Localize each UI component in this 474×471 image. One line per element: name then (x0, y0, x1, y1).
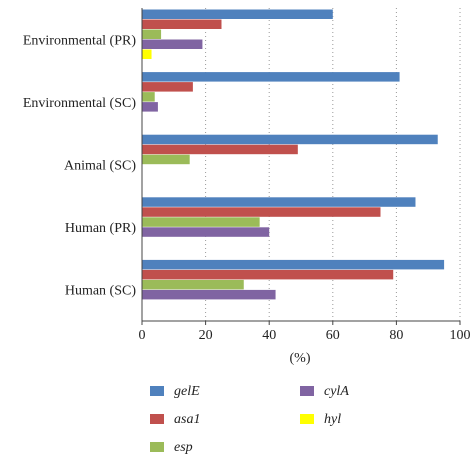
legend-swatch-asa1 (150, 414, 164, 424)
legend-label-asa1: asa1 (174, 412, 200, 427)
bar-asa1-2 (142, 144, 298, 155)
legend-swatch-gelE (150, 386, 164, 396)
bar-cylA-1 (142, 102, 158, 112)
axes (141, 8, 461, 325)
category-label: Animal (SC) (64, 159, 136, 174)
category-labels: Environmental (PR) Environmental (SC) Anim… (23, 33, 136, 298)
x-tick-label: 0 (139, 328, 146, 343)
bar-asa1-3 (142, 207, 381, 217)
legend-swatch-hyl (300, 414, 314, 424)
bars (142, 9, 445, 300)
bar-asa1-1 (142, 82, 193, 92)
bar-esp-4 (142, 279, 244, 290)
bar-gelE-3 (142, 197, 416, 207)
bar-cylA-3 (142, 227, 270, 237)
bar-esp-0 (142, 29, 162, 39)
legend: gelE asa1 esp cylA hyl (150, 384, 349, 455)
bar-asa1-0 (142, 19, 222, 29)
bar-gelE-2 (142, 134, 438, 145)
x-tick-label: 80 (389, 328, 403, 343)
x-tick-labels: 0 20 40 60 80 100 (139, 328, 471, 343)
category-label: Environmental (SC) (23, 96, 136, 111)
x-tick-label: 20 (199, 328, 213, 343)
category-label: Human (PR) (65, 221, 137, 236)
x-tick-label: 40 (262, 328, 276, 343)
bar-gelE-1 (142, 72, 400, 82)
bar-gelE-4 (142, 259, 445, 270)
legend-label-esp: esp (174, 440, 193, 455)
category-label: Human (SC) (65, 284, 137, 299)
legend-label-hyl: hyl (324, 412, 341, 427)
legend-swatch-esp (150, 442, 164, 452)
bar-hyl-0 (142, 49, 152, 59)
bar-esp-3 (142, 217, 260, 227)
legend-swatch-cylA (300, 386, 314, 396)
x-axis-title: (%) (290, 351, 311, 366)
bar-esp-2 (142, 154, 190, 165)
bar-asa1-4 (142, 269, 394, 280)
category-label: Environmental (PR) (23, 33, 136, 48)
legend-label-cylA: cylA (324, 384, 349, 399)
bar-cylA-0 (142, 39, 203, 49)
bar-esp-1 (142, 92, 155, 102)
x-tick-label: 100 (450, 328, 471, 343)
x-tick-label: 60 (326, 328, 340, 343)
legend-label-gelE: gelE (174, 384, 200, 399)
bar-cylA-4 (142, 289, 276, 300)
bar-gelE-0 (142, 9, 333, 19)
